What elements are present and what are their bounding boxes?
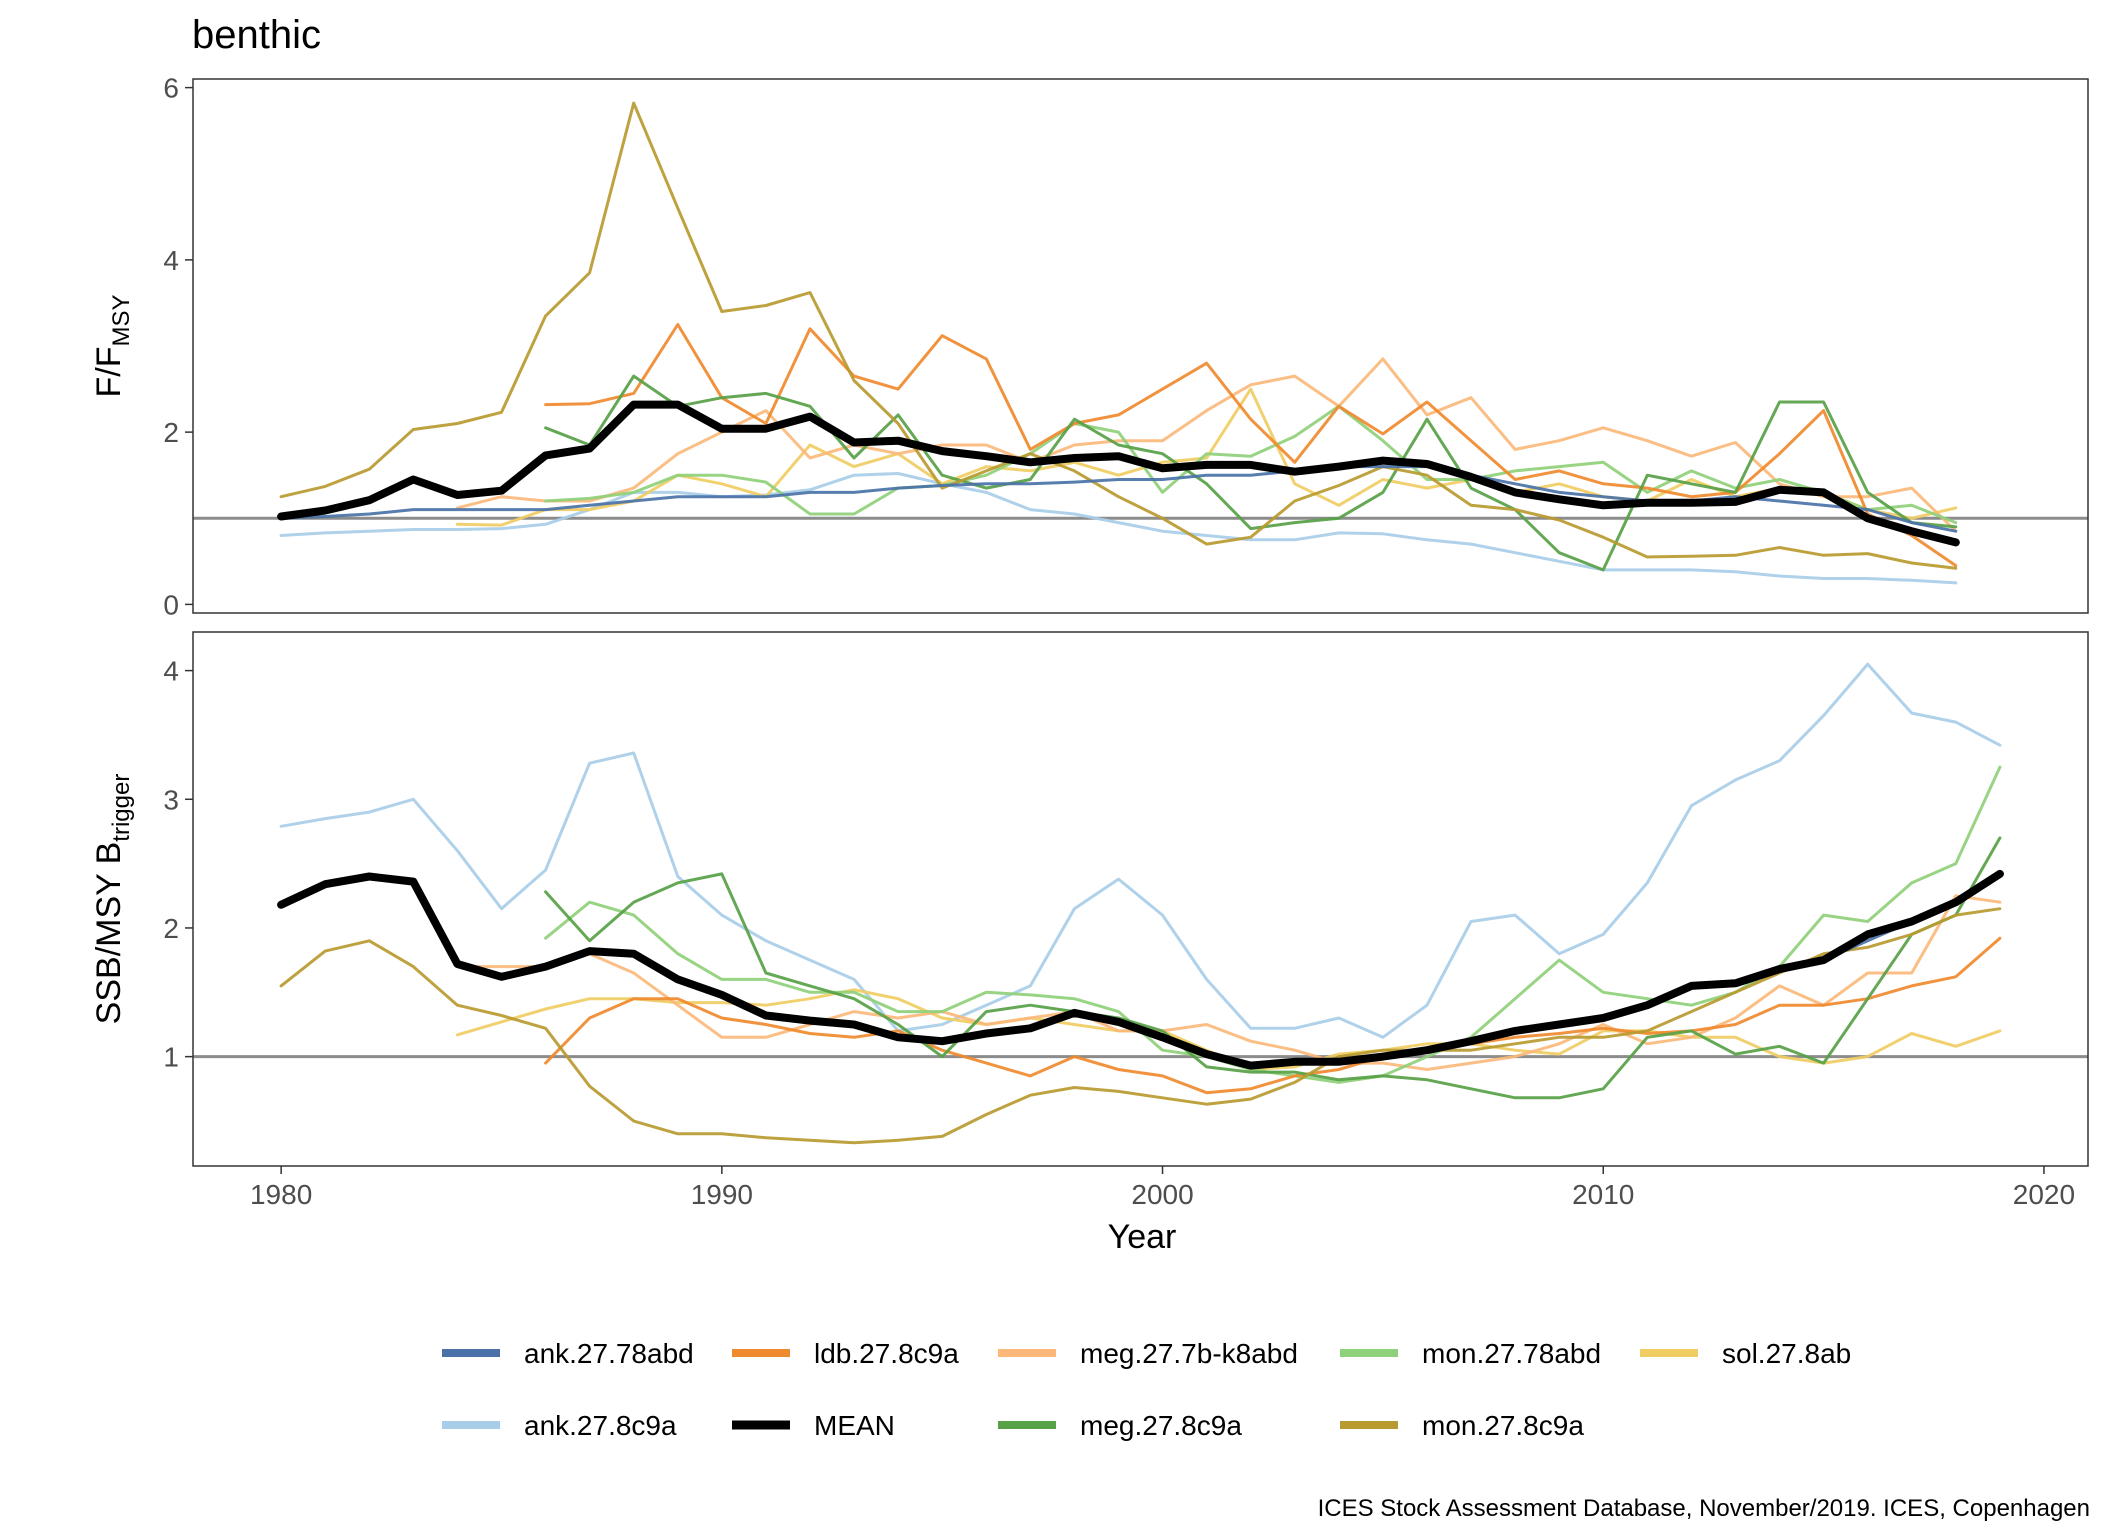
legend-item: meg.27.7b-k8abd xyxy=(998,1338,1298,1369)
series-line-ldb-27-8c9a xyxy=(544,936,2002,1095)
series-line-ldb-27-8c9a xyxy=(544,323,1958,568)
legend-item: ank.27.8c9a xyxy=(442,1410,677,1441)
legend-item: ank.27.78abd xyxy=(442,1338,694,1369)
legend-item: sol.27.8ab xyxy=(1640,1338,1851,1369)
panel-1: 0 2 4 6 F/FMSY xyxy=(90,73,2089,620)
series-line-mon-27-78abd xyxy=(544,404,1958,525)
legend-item: mon.27.78abd xyxy=(1340,1338,1601,1369)
legend-item: MEAN xyxy=(732,1410,895,1441)
x-tick-label: 1990 xyxy=(691,1179,753,1210)
y-tick-label: 6 xyxy=(163,73,179,104)
legend-item: mon.27.8c9a xyxy=(1340,1410,1584,1441)
series-line-meg-27-7b-k8abd xyxy=(455,357,1958,533)
series-group xyxy=(277,101,1960,585)
series-line-mean xyxy=(277,869,2004,1070)
series-line-mean xyxy=(277,400,1960,547)
series-line-ank-27-8c9a xyxy=(279,472,1958,585)
series-line-mon-27-8c9a xyxy=(279,101,1958,570)
caption: ICES Stock Assessment Database, November… xyxy=(1318,1495,2090,1522)
series-line-meg-27-8c9a xyxy=(544,374,1958,572)
y-axis-title-main: SSB/MSY B xyxy=(90,842,128,1025)
series-line-ank-27-8c9a xyxy=(279,662,2002,1039)
y-axis-title: SSB/MSY Btrigger xyxy=(90,774,135,1025)
legend-label: mon.27.78abd xyxy=(1422,1338,1601,1369)
legend-label: MEAN xyxy=(814,1410,895,1441)
y-axis-title-subscript: MSY xyxy=(108,295,135,347)
y-axis-title-main: F/F xyxy=(90,347,128,398)
y-tick-label: 0 xyxy=(163,589,179,620)
series-line-meg-27-7b-k8abd xyxy=(455,894,2002,1071)
y-tick-label: 4 xyxy=(163,656,179,687)
legend-item: ldb.27.8c9a xyxy=(732,1338,959,1369)
legend-item: meg.27.8c9a xyxy=(998,1410,1242,1441)
y-tick-label: 2 xyxy=(163,417,179,448)
y-tick-label: 4 xyxy=(163,245,179,276)
x-axis-title: Year xyxy=(1108,1218,1177,1256)
series-group xyxy=(277,662,2004,1145)
chart-title: benthic xyxy=(192,13,321,57)
x-tick-label: 1980 xyxy=(250,1179,312,1210)
y-axis-title-subscript: trigger xyxy=(108,774,135,842)
legend-label: mon.27.8c9a xyxy=(1422,1410,1584,1441)
legend-label: ldb.27.8c9a xyxy=(814,1338,959,1369)
panel-border xyxy=(192,631,2089,1167)
y-axis-title: F/FMSY xyxy=(90,295,135,398)
panels: 0 2 4 6 F/FMSY 1 2 3 4 SSB/MSY Btrigger 1980 1990 20… xyxy=(90,73,2089,1210)
x-tick-label: 2000 xyxy=(1131,1179,1193,1210)
x-axis: 1980 1990 2000 2010 2020 xyxy=(250,1166,2075,1210)
y-tick-label: 1 xyxy=(163,1042,179,1073)
x-tick-label: 2010 xyxy=(1572,1179,1634,1210)
legend: ank.27.78abd ldb.27.8c9a meg.27.7b-k8abd mo… xyxy=(442,1338,1851,1441)
legend-label: meg.27.8c9a xyxy=(1080,1410,1242,1441)
x-tick-label: 2020 xyxy=(2013,1179,2075,1210)
y-tick-label: 2 xyxy=(163,913,179,944)
series-line-mon-27-8c9a xyxy=(279,907,2002,1145)
series-line-meg-27-8c9a xyxy=(544,836,2002,1100)
legend-label: meg.27.7b-k8abd xyxy=(1080,1338,1298,1369)
legend-label: ank.27.8c9a xyxy=(524,1410,677,1441)
y-tick-label: 3 xyxy=(163,784,179,815)
legend-label: ank.27.78abd xyxy=(524,1338,694,1369)
panel-border xyxy=(192,78,2089,614)
legend-label: sol.27.8ab xyxy=(1722,1338,1851,1369)
panel-2: 1 2 3 4 SSB/MSY Btrigger xyxy=(90,631,2089,1167)
